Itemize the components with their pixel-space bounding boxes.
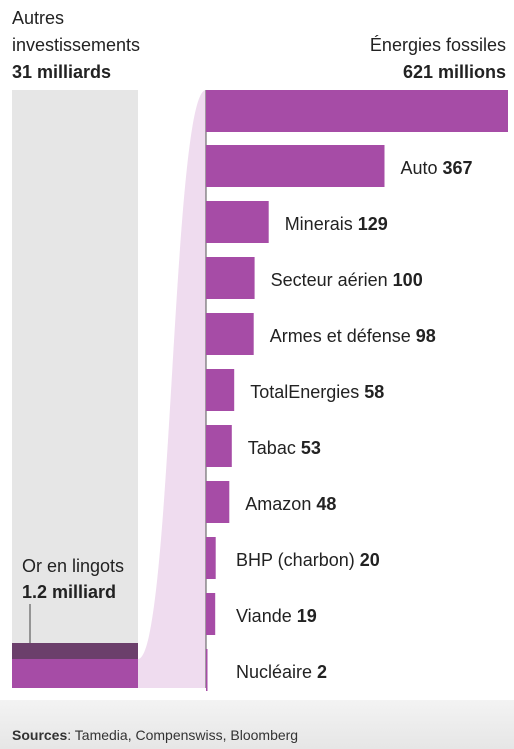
bar-category-6: Tabac <box>248 438 301 458</box>
gold-bullion-bar <box>12 643 138 659</box>
breakdown-bars <box>206 145 385 691</box>
bar-3 <box>206 257 255 299</box>
bar-category-2: Minerais <box>285 214 358 234</box>
bar-category-5: TotalEnergies <box>250 382 364 402</box>
sources-text: : Tamedia, Compenswiss, Bloomberg <box>67 727 299 743</box>
bar-value-1: 367 <box>443 158 473 178</box>
sources-label: Sources <box>12 727 68 743</box>
bar-category-3: Secteur aérien <box>271 270 393 290</box>
bar-label-8: BHP (charbon) 20 <box>236 550 380 570</box>
fossil-fuels-title: Énergies fossiles <box>370 35 506 55</box>
bar-value-4: 98 <box>416 326 436 346</box>
gold-bullion-label: Or en lingots <box>22 556 124 576</box>
bar-8 <box>206 537 216 579</box>
bar-label-6: Tabac 53 <box>248 438 321 458</box>
bar-5 <box>206 369 235 411</box>
fossil-investment-chart: Autres investissements 31 milliards Or e… <box>12 8 508 691</box>
gold-bullion-value: 1.2 milliard <box>22 582 116 602</box>
bar-label-2: Minerais 129 <box>285 214 388 234</box>
sources-line: Sources: Tamedia, Compenswiss, Bloomberg <box>12 727 298 743</box>
bar-value-5: 58 <box>364 382 384 402</box>
bar-label-7: Amazon 48 <box>245 494 336 514</box>
bar-1 <box>206 145 385 187</box>
bar-category-9: Viande <box>236 606 297 626</box>
bar-label-4: Armes et défense 98 <box>270 326 436 346</box>
bar-7 <box>206 481 230 523</box>
bar-label-10: Nucléaire 2 <box>236 662 327 682</box>
bar-9 <box>206 593 216 635</box>
other-investments-value: 31 milliards <box>12 62 111 82</box>
bar-10 <box>206 649 208 691</box>
bar-value-3: 100 <box>393 270 423 290</box>
other-investments-column <box>12 90 138 688</box>
bar-category-8: BHP (charbon) <box>236 550 360 570</box>
bar-6 <box>206 425 232 467</box>
bar-category-4: Armes et défense <box>270 326 416 346</box>
bar-label-1: Auto 367 <box>401 158 473 178</box>
fossil-connector-band <box>138 90 206 688</box>
bar-category-1: Auto <box>401 158 443 178</box>
bar-label-9: Viande 19 <box>236 606 317 626</box>
bar-value-9: 19 <box>297 606 317 626</box>
bar-value-8: 20 <box>360 550 380 570</box>
fossil-fuels-slice <box>12 659 138 688</box>
breakdown-labels: Auto 367 Minerais 129 Secteur aérien 100 Ar… <box>236 158 473 682</box>
bar-value-7: 48 <box>316 494 336 514</box>
bar-2 <box>206 201 269 243</box>
bar-category-7: Amazon <box>245 494 316 514</box>
bar-value-2: 129 <box>358 214 388 234</box>
bar-fossil-total <box>206 90 508 132</box>
bar-category-10: Nucléaire <box>236 662 317 682</box>
fossil-fuels-total: 621 millions <box>403 62 506 82</box>
bar-value-10: 2 <box>317 662 327 682</box>
bar-value-6: 53 <box>301 438 321 458</box>
bar-4 <box>206 313 254 355</box>
other-investments-label-line1: Autres <box>12 8 64 28</box>
bar-label-5: TotalEnergies 58 <box>250 382 384 402</box>
other-investments-label-line2: investissements <box>12 35 140 55</box>
footer-band <box>0 700 514 749</box>
bar-label-3: Secteur aérien 100 <box>271 270 423 290</box>
